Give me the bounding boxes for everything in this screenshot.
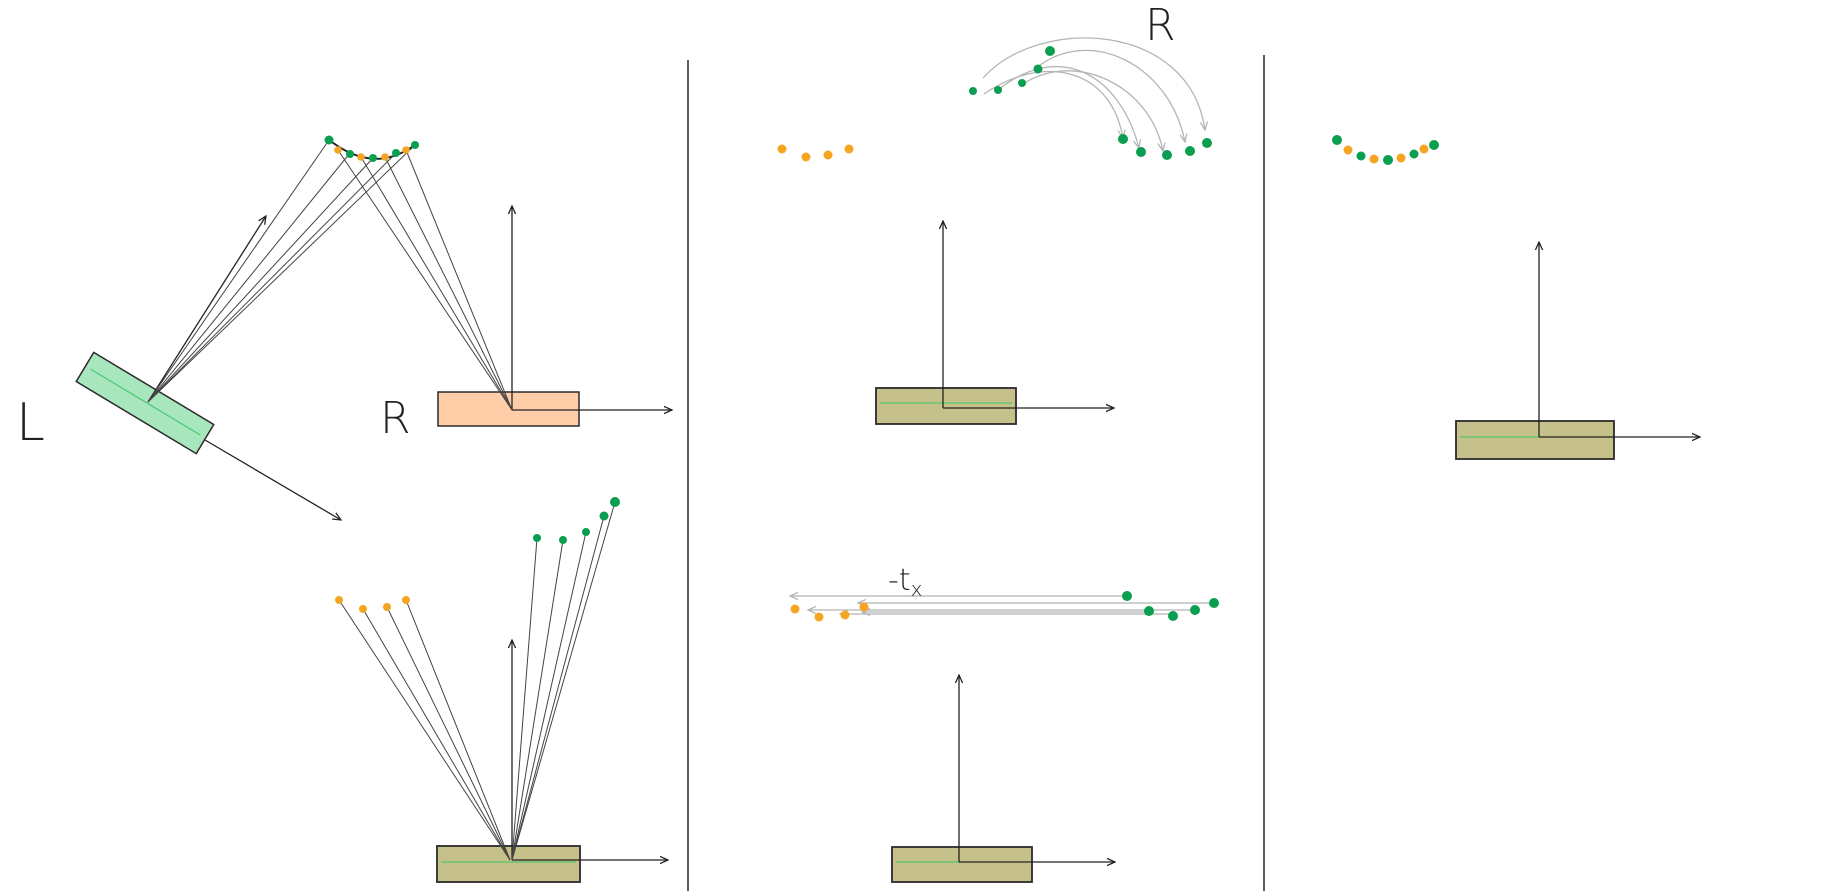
rays-right [337,149,513,411]
translation-label-sub: x [911,577,923,601]
translation-label: -tx [888,563,922,601]
merged-camera-2t [875,387,1017,425]
orange-points-2t [777,144,854,162]
right-camera-label: R [380,393,411,444]
points-1b [335,497,620,613]
merged-camera-2b [891,846,1033,883]
panel3 [1332,135,1700,460]
left-camera-x-axis [204,439,341,520]
rectified-points [1332,135,1439,165]
left-camera [75,351,215,455]
panel2-bottom: -tx [790,563,1219,883]
left-camera-z-axis [147,216,266,403]
left-camera-label: L [16,393,45,453]
right-camera [437,391,580,427]
merged-camera-1b [436,845,581,883]
rays-1b [338,501,616,861]
panel1-top: L R [16,135,672,521]
green-points-2t-before [969,46,1055,95]
merged-camera-3 [1455,420,1615,460]
curve-points [324,135,419,162]
panel1-bottom [335,497,668,883]
translation-label-main: -t [888,563,911,598]
rotation-arrows [982,37,1205,151]
green-points-2t-after [1118,134,1212,160]
panel2-top: R [777,0,1212,425]
points-2b [790,591,1219,622]
translation-arrows [790,596,1212,614]
rays-left [147,139,416,403]
rotation-label: R [1145,0,1176,51]
